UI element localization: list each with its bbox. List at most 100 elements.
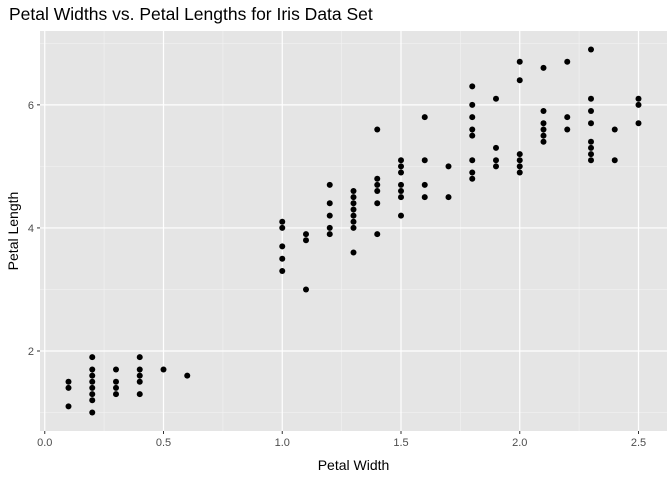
data-point	[398, 188, 404, 194]
data-point	[160, 366, 167, 373]
data-points	[65, 46, 642, 416]
data-point	[421, 181, 428, 188]
data-point	[564, 58, 571, 65]
data-point	[89, 372, 96, 379]
data-point	[493, 157, 499, 164]
chart-title: Petal Widths vs. Petal Lengths for Iris …	[9, 4, 373, 24]
grid-minor	[40, 31, 667, 431]
data-point	[65, 403, 72, 410]
data-point	[374, 126, 381, 133]
data-point	[89, 384, 96, 391]
data-point	[89, 366, 96, 373]
data-point	[469, 175, 476, 182]
data-point	[279, 255, 286, 262]
data-point	[516, 77, 523, 84]
data-point	[564, 114, 571, 121]
data-point	[350, 200, 357, 207]
data-point	[469, 114, 476, 121]
data-point	[445, 194, 452, 201]
data-point	[350, 224, 357, 231]
data-point	[113, 366, 119, 373]
data-point	[493, 163, 499, 170]
data-point	[374, 200, 381, 207]
data-point	[184, 372, 191, 379]
y-tick-label: 6	[28, 100, 34, 112]
data-point	[516, 58, 523, 65]
data-point	[516, 169, 523, 176]
data-point	[516, 157, 523, 164]
data-point	[469, 101, 476, 108]
data-point	[350, 218, 357, 225]
y-tick-label: 4	[28, 223, 34, 235]
data-point	[326, 200, 333, 207]
y-tick-label: 2	[28, 346, 34, 358]
data-point	[303, 237, 309, 244]
plot-panel	[40, 31, 667, 431]
data-point	[136, 391, 143, 398]
data-point	[469, 169, 476, 176]
data-point	[398, 169, 404, 176]
data-point	[113, 384, 119, 391]
data-point	[540, 126, 547, 133]
data-point	[588, 138, 594, 145]
data-point	[516, 163, 523, 170]
data-point	[374, 181, 381, 188]
data-point	[421, 194, 428, 201]
data-point	[469, 83, 476, 90]
data-point	[136, 354, 143, 361]
data-point	[540, 64, 547, 71]
data-point	[350, 249, 357, 256]
data-point	[113, 378, 119, 385]
data-point	[635, 120, 642, 127]
data-point	[398, 212, 404, 219]
data-point	[611, 157, 618, 164]
data-point	[113, 391, 119, 398]
data-point	[540, 108, 547, 114]
data-point	[588, 151, 594, 158]
data-point	[350, 206, 357, 213]
data-point	[89, 409, 96, 416]
data-point	[303, 286, 309, 293]
data-point	[374, 175, 381, 182]
data-point	[398, 157, 404, 164]
data-point	[469, 132, 476, 139]
data-point	[398, 163, 404, 170]
data-point	[588, 46, 594, 53]
data-point	[136, 366, 143, 373]
data-point	[588, 144, 594, 151]
data-point	[65, 384, 72, 391]
data-point	[588, 108, 594, 114]
data-point	[136, 378, 143, 385]
data-point	[635, 95, 642, 102]
x-tick-label: 2.5	[631, 437, 646, 449]
data-point	[516, 151, 523, 158]
data-point	[89, 397, 96, 404]
data-point	[374, 231, 381, 238]
data-point	[279, 268, 286, 274]
y-axis-title: Petal Length	[5, 192, 21, 271]
data-point	[493, 95, 499, 102]
data-point	[279, 218, 286, 225]
y-axis: 2 4 6	[28, 100, 40, 358]
data-point	[350, 194, 357, 201]
data-point	[326, 231, 333, 238]
data-point	[89, 378, 96, 385]
data-point	[350, 212, 357, 219]
data-point	[421, 114, 428, 121]
data-point	[611, 126, 618, 133]
data-point	[564, 126, 571, 133]
data-point	[398, 181, 404, 188]
data-point	[303, 231, 309, 238]
data-point	[279, 243, 286, 250]
data-point	[635, 101, 642, 108]
x-tick-label: 1.5	[393, 437, 408, 449]
data-point	[421, 157, 428, 164]
data-point	[540, 138, 547, 145]
data-point	[136, 372, 143, 379]
data-point	[588, 120, 594, 127]
data-point	[493, 144, 499, 151]
data-point	[89, 354, 96, 361]
data-point	[469, 126, 476, 133]
